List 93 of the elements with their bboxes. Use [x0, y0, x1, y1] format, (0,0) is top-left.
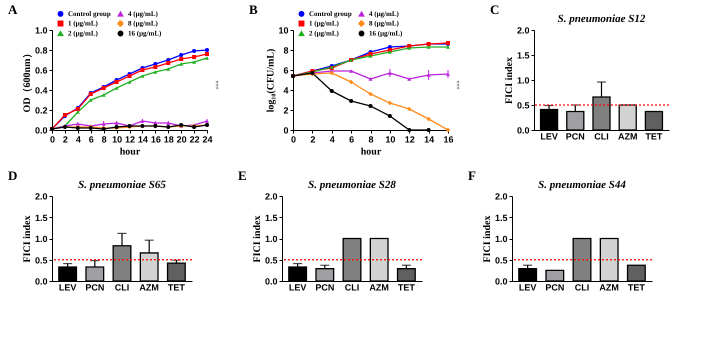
x-tick-label: 4 [76, 134, 81, 144]
x-tick-label: LEV [518, 282, 536, 292]
x-tick-label: 22 [190, 134, 200, 144]
x-tick-label: 16 [150, 134, 161, 144]
y-axis-title: log₁₀(CFU/mL) [265, 48, 276, 112]
y-axis-title: FICI index [22, 216, 33, 262]
x-tick-label: 0 [50, 134, 56, 144]
x-tick-label: AZM [369, 282, 389, 292]
x-tick-label: TET [398, 282, 416, 292]
x-tick-label: CLI [344, 282, 360, 292]
x-tick-label: 10 [112, 134, 122, 144]
y-tick-label: 1.5 [264, 212, 278, 223]
y-tick-label: 0.0 [516, 126, 530, 136]
x-tick-label: 6 [349, 134, 354, 144]
x-tick-label: PCN [545, 282, 564, 292]
y-tick-label: 0.5 [264, 255, 278, 266]
y-tick-label: 0.5 [516, 100, 530, 110]
y-tick-label: 4 [283, 86, 288, 96]
x-tick-label: CLI [574, 282, 590, 292]
x-tick-label: LEV [58, 282, 76, 292]
x-axis-title: hour [120, 146, 141, 158]
y-tick-label: 2.0 [34, 192, 48, 202]
text: B [249, 2, 258, 17]
x-tick-label: TET [168, 282, 186, 292]
x-tick-label: 16 [443, 134, 454, 144]
x-tick-label: 8 [102, 134, 107, 144]
y-tick-label: 0.5 [34, 255, 48, 266]
x-tick-label: LEV [288, 282, 306, 292]
x-tick-label: PCN [566, 132, 585, 142]
x-tick-label: 2 [62, 134, 68, 144]
x-tick-label: 14 [424, 134, 434, 144]
y-tick-label: 1.5 [516, 50, 530, 60]
y-tick-label: 2 [283, 106, 288, 116]
chart-title: S. pneumoniae S65 [78, 179, 166, 191]
y-tick-label: 1.0 [516, 76, 530, 86]
x-tick-label: AZM [618, 132, 638, 142]
x-tick-label: 12 [404, 134, 415, 144]
y-axis-title: OD（600nm） [22, 48, 33, 112]
text: E [238, 168, 247, 183]
y-tick-label: 0.0 [34, 126, 48, 136]
y-tick-label: 0.6 [34, 66, 48, 76]
x-tick-label: 14 [138, 134, 148, 144]
y-tick-label: 0.5 [494, 255, 508, 266]
x-tick-label: 24 [202, 134, 213, 144]
y-tick-label: 0.8 [34, 46, 48, 56]
x-tick-label: 8 [368, 134, 374, 144]
y-tick-label: 1.0 [264, 234, 278, 244]
text: F [468, 168, 476, 183]
y-tick-label: 1.0 [34, 26, 48, 36]
text: *** [211, 80, 220, 90]
y-tick-label: 0.4 [34, 86, 48, 96]
x-tick-label: 18 [164, 134, 174, 144]
x-tick-label: PCN [85, 282, 104, 292]
x-tick-label: TET [645, 132, 663, 142]
x-tick-label: 10 [385, 134, 396, 144]
x-tick-label: LEV [540, 132, 558, 142]
y-axis-title: FICI index [482, 216, 493, 262]
x-tick-label: 0 [290, 134, 296, 144]
x-tick-label: CLI [114, 282, 130, 292]
y-tick-label: 1.0 [34, 234, 48, 244]
y-tick-label: 8 [283, 46, 288, 56]
y-tick-label: 1.5 [494, 212, 508, 223]
y-tick-label: 2.0 [494, 192, 508, 202]
y-tick-label: 0.2 [34, 106, 48, 116]
y-axis-title: FICI index [504, 57, 515, 104]
y-tick-label: 2.0 [516, 26, 530, 36]
chart-title: S. pneumoniae S28 [308, 179, 396, 191]
x-tick-label: 4 [330, 134, 335, 144]
y-tick-label: 0.0 [494, 276, 508, 286]
x-tick-label: 12 [124, 134, 136, 144]
y-tick-label: 0.0 [34, 276, 48, 286]
y-tick-label: 6 [283, 66, 288, 76]
x-tick-label: TET [628, 282, 646, 292]
text: C [490, 2, 500, 17]
x-tick-label: CLI [594, 132, 609, 142]
y-axis-title: FICI index [252, 216, 263, 262]
text: A [8, 2, 18, 17]
x-tick-label: 6 [88, 134, 94, 144]
x-tick-label: AZM [599, 282, 619, 292]
x-tick-label: PCN [315, 282, 334, 292]
y-tick-label: 0.0 [264, 276, 278, 286]
y-tick-label: 1.5 [34, 212, 48, 223]
x-axis-title: hour [360, 146, 382, 158]
y-tick-label: 10 [278, 26, 288, 36]
y-tick-label: 2.0 [264, 192, 278, 202]
chart-title: S. pneumoniae S44 [538, 179, 626, 191]
x-tick-label: AZM [139, 282, 159, 292]
text: D [8, 168, 18, 183]
chart-title: S. pneumoniae S12 [558, 13, 646, 25]
x-tick-label: 20 [176, 134, 187, 144]
x-tick-label: 2 [310, 134, 316, 144]
text: *** [452, 80, 461, 90]
y-tick-label: 1.0 [494, 234, 508, 244]
